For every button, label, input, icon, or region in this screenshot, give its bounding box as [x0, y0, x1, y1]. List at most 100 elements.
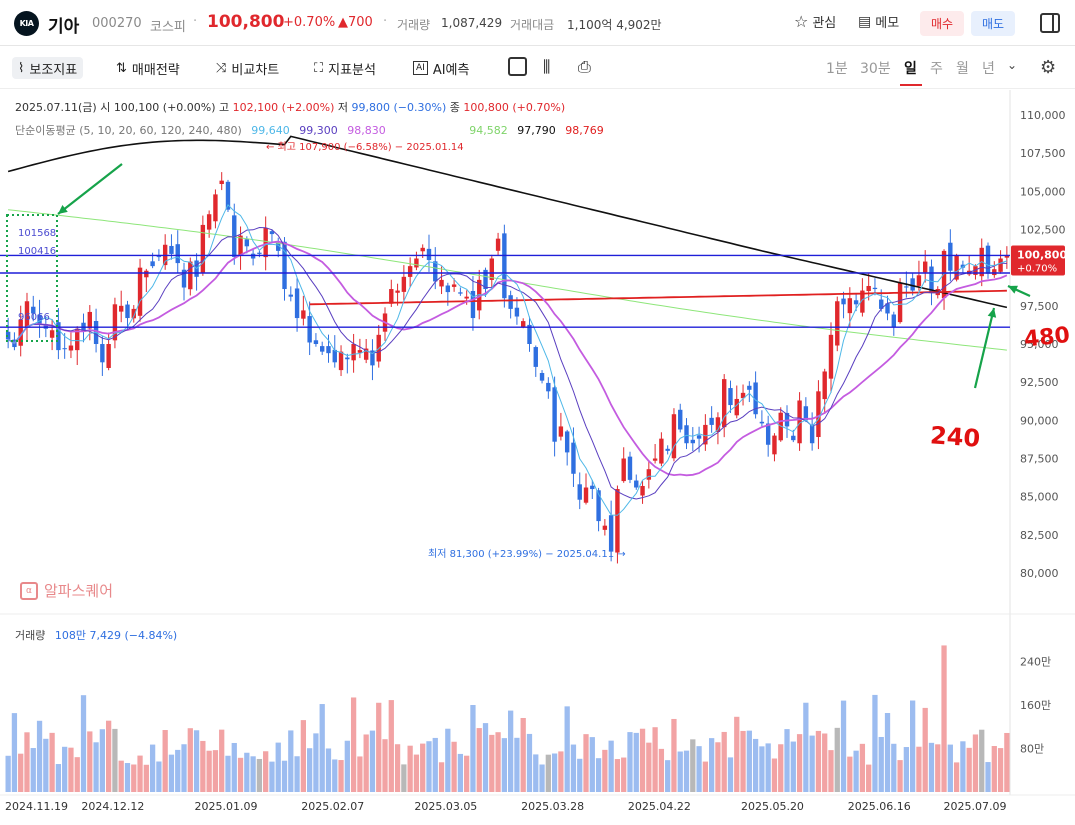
volume-bar: [143, 764, 149, 792]
volume-bar: [840, 700, 847, 792]
candle-body: [100, 344, 105, 363]
volume-bar: [953, 762, 960, 792]
watch-button[interactable]: ☆ 관심: [794, 12, 836, 31]
volume-bar: [991, 746, 997, 792]
volume-bar: [407, 745, 413, 792]
volume-bar: [715, 742, 721, 792]
volume-bar: [897, 760, 903, 792]
candle-body: [552, 387, 557, 442]
compare-label: 비교차트: [231, 62, 280, 78]
side-panel-icon[interactable]: [1040, 13, 1060, 33]
candle-body: [621, 458, 626, 482]
hand-annotation-480: 480: [1023, 323, 1071, 353]
candle-body: [414, 258, 419, 268]
candle-body: [313, 340, 319, 344]
candle-body: [740, 392, 746, 399]
volume-bar: [941, 645, 947, 792]
candle-body: [194, 260, 199, 277]
compare-button[interactable]: ⤨ 비교차트: [216, 57, 279, 79]
level-label: 101568: [18, 228, 56, 239]
candle-body: [652, 458, 658, 461]
memo-button[interactable]: ▤ 메모: [858, 12, 899, 32]
period-30min[interactable]: 30분: [860, 61, 891, 77]
ma20-value: 98,830: [347, 124, 386, 137]
low-annotation: 최저 81,300 (+23.99%) − 2025.04.11 →: [428, 548, 626, 560]
buy-button[interactable]: 매수: [920, 11, 964, 36]
candle-body: [320, 346, 325, 352]
volume-bar: [175, 749, 181, 792]
y-tick-label: 80,000: [1020, 567, 1059, 580]
volume-bar: [181, 744, 187, 792]
candle-body: [646, 469, 652, 480]
candle-body: [206, 214, 212, 230]
arrow-annotation-240-head: [987, 308, 997, 318]
volume-bar: [910, 700, 916, 792]
candle-type-icon[interactable]: ⫼: [543, 57, 551, 76]
ma-label: 단순이동평균: [15, 124, 76, 137]
candle-body: [238, 235, 243, 256]
candle-body: [841, 298, 846, 305]
camera-icon[interactable]: ⎙: [578, 57, 591, 76]
analysis-button[interactable]: ⛶ 지표분석: [314, 57, 376, 79]
volume-bar: [740, 730, 746, 792]
volume-bar: [338, 760, 344, 792]
candle-body: [992, 269, 997, 276]
strategy-button[interactable]: ⇅ 매매전략: [116, 57, 180, 79]
volume-bar: [363, 734, 369, 792]
chevron-down-icon[interactable]: ⌄: [1007, 58, 1018, 72]
x-tick-label: 2024.12.12: [81, 800, 144, 813]
candle-body: [112, 304, 118, 341]
sell-button[interactable]: 매도: [971, 11, 1015, 36]
volume-bar: [36, 720, 43, 792]
candle-body: [213, 194, 218, 222]
period-week[interactable]: 주: [930, 61, 943, 77]
volume-bar: [746, 730, 752, 792]
candle-body: [973, 266, 978, 275]
high-value: 102,100 (+2.00%): [232, 101, 335, 114]
volume-bar: [903, 747, 909, 792]
candle-body: [263, 227, 268, 258]
candle-body: [678, 409, 683, 430]
volume-bar: [790, 741, 796, 792]
candle-body: [433, 261, 438, 282]
candle-body: [338, 351, 344, 371]
candle-body: [288, 294, 293, 297]
gear-icon[interactable]: ⚙: [1040, 57, 1057, 78]
indicator-button[interactable]: ⌇ 보조지표: [12, 57, 84, 79]
candle-body: [558, 426, 564, 437]
candle-body: [458, 292, 463, 294]
candle-body: [294, 288, 300, 319]
volume-bar: [313, 733, 319, 792]
volume-bar: [263, 751, 269, 792]
x-tick-label: 2024.11.19: [5, 800, 68, 813]
candle-body: [395, 290, 400, 293]
arrow-annotation-left: [57, 163, 123, 215]
period-day[interactable]: 일: [904, 61, 917, 77]
candle-body: [351, 344, 356, 361]
volume-bar: [137, 755, 143, 792]
candle-body: [835, 301, 840, 346]
draw-box-icon[interactable]: [508, 57, 527, 76]
period-1min[interactable]: 1분: [826, 61, 848, 77]
volume-bar: [966, 747, 972, 792]
candle-body: [232, 215, 237, 257]
volume-bar: [162, 730, 168, 792]
period-year[interactable]: 년: [982, 61, 995, 77]
candle-body: [43, 324, 49, 329]
strategy-icon: ⇅: [116, 60, 127, 76]
volume-bar: [872, 694, 878, 792]
y-tick-label: 105,000: [1020, 185, 1066, 198]
x-tick-label: 2025.04.22: [628, 800, 691, 813]
period-month[interactable]: 월: [956, 61, 969, 77]
ai-predict-button[interactable]: AI AI예측: [413, 57, 469, 79]
volume-bar: [646, 742, 652, 792]
candle-body: [684, 425, 689, 444]
candle-body: [514, 307, 520, 317]
volume-info-label: 거래량: [15, 629, 46, 642]
volume-bar: [464, 755, 470, 792]
candle-body: [797, 400, 802, 444]
volume-bar: [589, 737, 595, 792]
candle-body: [106, 344, 111, 368]
y-tick-label: 82,500: [1020, 529, 1059, 542]
volume-info-value: 108만 7,429 (−4.84%): [54, 629, 178, 642]
